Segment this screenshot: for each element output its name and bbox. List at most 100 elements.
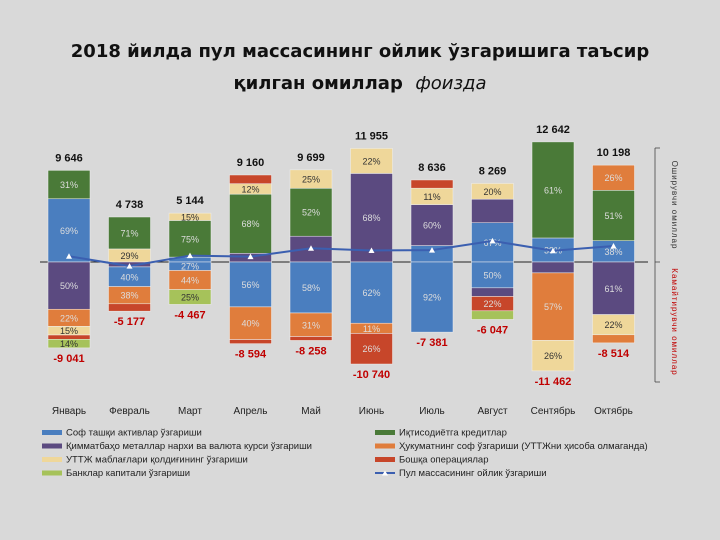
bar-segment-neg-7-3	[471, 310, 514, 320]
segment-label-pos-0-0: 69%	[60, 226, 78, 236]
segment-label-pos-3-1: 68%	[241, 219, 259, 229]
x-tick-label-5: Июнь	[359, 406, 384, 417]
positive-total-3: 9 160	[237, 157, 265, 169]
segment-label-neg-4-0: 58%	[302, 283, 320, 293]
side-label-decreasing: Камайтирувчи омиллар	[670, 268, 679, 375]
bar-segment-pos-8-1	[531, 141, 575, 239]
line-point-5	[368, 247, 375, 253]
negative-total-6: -7 381	[416, 337, 447, 349]
line-point-1	[126, 263, 133, 269]
legend-swatch-uttj	[42, 457, 62, 462]
bar-segment-neg-8-2	[531, 340, 575, 372]
segment-label-pos-5-0: 68%	[362, 213, 380, 223]
line-point-4	[308, 245, 314, 251]
legend-label-uttj: УТТЖ маблағлари қолдиғининг ўзгариши	[66, 455, 248, 466]
x-tick-label-4: Май	[301, 406, 321, 417]
line-point-8	[550, 247, 556, 254]
bar-segment-pos-2-1	[168, 220, 212, 258]
negative-total-0: -9 041	[53, 353, 84, 365]
bar-segment-pos-0-1	[47, 170, 91, 200]
bar-segment-neg-7-1	[471, 287, 514, 297]
segment-label-pos-6-2: 11%	[423, 192, 440, 202]
legend-swatch-capital	[42, 470, 62, 476]
legend-label-budget: Ҳукуматнинг соф ўзгариши (УТТЖни ҳисоба …	[399, 441, 648, 452]
chart-title-main: қилган омиллар	[233, 73, 403, 94]
bar-segment-pos-7-2	[471, 183, 514, 200]
segment-label-pos-7-2: 20%	[483, 187, 501, 197]
segment-label-neg-0-2: 15%	[60, 326, 78, 336]
x-tick-label-6: Июль	[419, 406, 445, 417]
bar-segment-neg-8-0	[531, 261, 575, 274]
segment-label-neg-0-0: 50%	[60, 281, 78, 291]
positive-total-4: 9 699	[297, 152, 325, 164]
bar-segment-neg-5-2	[350, 333, 393, 365]
negative-total-9: -8 514	[598, 348, 630, 360]
segment-label-pos-5-1: 22%	[362, 156, 380, 166]
bar-segment-pos-7-1	[471, 198, 514, 223]
x-tick-label-7: Август	[477, 406, 508, 417]
segment-label-neg-7-2: 22%	[483, 299, 501, 309]
segment-label-pos-9-0: 38%	[604, 247, 622, 257]
segment-label-neg-5-1: 11%	[363, 324, 380, 334]
bar-segment-pos-6-1	[410, 204, 454, 246]
segment-label-pos-1-1: 71%	[120, 228, 138, 238]
segment-label-pos-4-2: 25%	[302, 175, 320, 185]
bar-segment-neg-4-0	[289, 261, 333, 314]
segment-label-neg-5-0: 62%	[362, 288, 380, 298]
bar-segment-pos-3-1	[229, 193, 272, 254]
bar-segment-pos-4-1	[289, 188, 333, 237]
chart-title-line1: 2018 йилда пул массасининг ойлик ўзгариш…	[70, 41, 650, 62]
negative-total-4: -8 258	[295, 345, 326, 357]
positive-total-0: 9 646	[55, 152, 83, 164]
segment-label-neg-0-1: 22%	[60, 313, 78, 323]
x-tick-label-2: Март	[178, 406, 202, 417]
segment-label-pos-3-2: 12%	[241, 184, 259, 194]
legend-label-credits: Иқтисодиётга кредитлар	[399, 428, 507, 439]
segment-label-neg-3-0: 56%	[241, 280, 259, 290]
segment-label-neg-9-0: 61%	[604, 284, 622, 294]
negative-total-3: -8 594	[235, 349, 267, 361]
segment-label-pos-2-1: 75%	[181, 234, 199, 244]
bar-segment-neg-5-0	[350, 261, 393, 324]
bar-segment-neg-1-3	[108, 303, 151, 312]
line-point-3	[247, 253, 254, 260]
legend-swatch-line-marker	[382, 470, 388, 476]
x-tick-label-9: Октябрь	[594, 405, 633, 417]
bar-segment-neg-0-0	[47, 261, 91, 310]
negative-total-5: -10 740	[353, 369, 390, 381]
legend-label-line: Пул массасининг ойлик ўзгариши	[399, 468, 547, 479]
bar-segment-neg-3-1	[229, 306, 272, 340]
legend-label-foreign_assets: Соф ташқи активлар ўзгариши	[66, 428, 202, 439]
segment-label-neg-9-1: 22%	[604, 320, 622, 330]
positive-total-5: 11 955	[355, 130, 388, 142]
side-label-increasing: Оширувчи омиллар	[670, 161, 679, 250]
segment-label-pos-1-0: 29%	[120, 251, 138, 261]
segment-label-neg-6-0: 92%	[423, 293, 441, 303]
segment-label-pos-2-2: 15%	[181, 212, 199, 222]
segment-label-neg-7-0: 50%	[483, 270, 501, 280]
bar-segment-pos-2-2	[168, 212, 212, 221]
segment-label-neg-5-2: 26%	[362, 344, 380, 354]
legend-label-other: Бошқа операциялар	[399, 455, 489, 466]
x-tick-label-1: Февраль	[109, 406, 150, 417]
positive-total-6: 8 636	[418, 162, 446, 174]
negative-total-7: -6 047	[477, 324, 508, 336]
negative-total-1: -5 177	[114, 316, 145, 328]
bar-segment-pos-4-2	[289, 169, 333, 189]
segment-label-neg-8-1: 57%	[544, 302, 562, 312]
chart-title-line2: қилган омиллар фоизда	[0, 73, 720, 94]
negative-total-8: -11 462	[535, 376, 572, 388]
bar-segment-pos-9-2	[592, 164, 635, 191]
x-tick-label-8: Сентябрь	[531, 405, 576, 417]
line-point-0	[66, 253, 72, 259]
bar-segment-neg-6-0	[410, 261, 454, 333]
bar-segment-neg-0-4	[47, 339, 91, 349]
x-tick-label-3: Апрель	[234, 406, 268, 417]
legend-swatch-budget	[375, 443, 395, 449]
positive-total-7: 8 269	[479, 165, 507, 177]
x-tick-label-0: Январь	[52, 406, 86, 417]
legend-swatch-metals	[42, 443, 62, 449]
bar-segment-pos-3-3	[229, 174, 272, 184]
